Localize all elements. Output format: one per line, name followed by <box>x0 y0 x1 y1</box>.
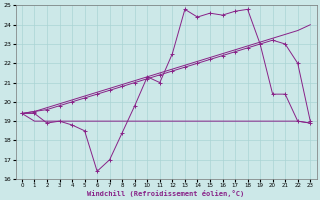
X-axis label: Windchill (Refroidissement éolien,°C): Windchill (Refroidissement éolien,°C) <box>87 190 245 197</box>
